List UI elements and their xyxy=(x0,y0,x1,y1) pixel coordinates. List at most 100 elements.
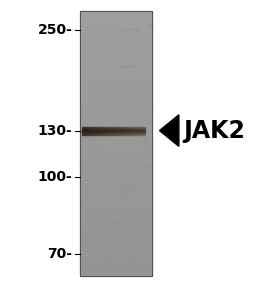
Bar xyxy=(80,232,152,233)
Bar xyxy=(80,93,152,95)
Bar xyxy=(119,127,120,135)
Bar xyxy=(126,80,130,82)
Bar xyxy=(80,106,152,108)
Bar xyxy=(82,129,145,130)
Bar xyxy=(118,41,134,43)
Bar xyxy=(80,79,152,80)
Bar xyxy=(80,67,152,68)
Bar xyxy=(80,257,152,258)
Bar xyxy=(142,127,143,135)
Text: 100-: 100- xyxy=(38,170,72,183)
Bar xyxy=(80,158,152,159)
Bar xyxy=(147,96,150,97)
Bar xyxy=(80,236,152,237)
Text: 130-: 130- xyxy=(38,124,72,137)
Bar xyxy=(80,64,152,66)
Bar xyxy=(80,18,152,20)
Bar xyxy=(80,171,152,172)
Bar xyxy=(140,127,141,135)
Bar xyxy=(80,137,152,138)
Bar xyxy=(89,127,90,135)
Bar xyxy=(118,127,119,135)
Bar xyxy=(80,265,152,266)
Bar xyxy=(80,261,152,262)
Bar xyxy=(95,127,96,135)
Bar xyxy=(80,244,152,245)
Bar xyxy=(80,88,152,89)
Bar xyxy=(80,254,152,256)
Bar xyxy=(80,115,152,116)
Bar xyxy=(80,270,152,272)
Bar xyxy=(103,127,104,135)
Bar xyxy=(82,133,145,134)
Bar xyxy=(148,24,152,26)
Bar xyxy=(115,56,122,58)
Bar xyxy=(139,127,140,135)
Bar xyxy=(81,137,95,139)
Bar xyxy=(80,155,152,157)
Bar xyxy=(80,170,152,171)
Bar xyxy=(80,135,152,137)
Bar xyxy=(80,208,152,210)
Bar xyxy=(136,86,141,88)
Bar xyxy=(131,246,148,247)
Bar xyxy=(80,150,152,152)
Bar xyxy=(80,92,152,93)
Bar xyxy=(134,127,135,135)
Bar xyxy=(80,195,152,196)
Bar xyxy=(80,29,152,30)
Bar xyxy=(80,120,152,121)
Bar xyxy=(80,72,152,73)
Bar xyxy=(80,240,152,241)
Bar xyxy=(80,192,152,194)
Bar xyxy=(121,29,140,30)
Bar xyxy=(80,243,152,244)
Bar xyxy=(128,127,129,135)
Bar xyxy=(80,258,152,260)
Bar xyxy=(80,224,152,225)
Bar xyxy=(80,40,152,42)
Text: 70-: 70- xyxy=(48,247,72,261)
Bar xyxy=(99,127,100,135)
Bar xyxy=(98,127,99,135)
Bar xyxy=(144,239,152,241)
Bar xyxy=(80,182,152,183)
Bar xyxy=(91,127,92,135)
Bar xyxy=(80,50,152,51)
Bar xyxy=(80,219,152,220)
Bar xyxy=(127,127,128,135)
Bar xyxy=(80,207,152,208)
Bar xyxy=(141,127,142,135)
Bar xyxy=(80,138,152,139)
Bar xyxy=(80,125,152,126)
Bar xyxy=(80,161,152,162)
Bar xyxy=(80,249,152,251)
Bar xyxy=(80,211,152,212)
Bar xyxy=(80,214,152,215)
Bar xyxy=(138,122,145,124)
Bar xyxy=(129,127,130,135)
Bar xyxy=(114,127,115,135)
Bar xyxy=(80,112,152,113)
Bar xyxy=(105,127,106,135)
Bar xyxy=(80,124,152,125)
Bar xyxy=(125,119,141,120)
Bar xyxy=(106,256,114,258)
Bar xyxy=(111,127,112,135)
Bar xyxy=(80,269,152,270)
Bar xyxy=(80,33,152,34)
Bar xyxy=(120,127,121,135)
Bar xyxy=(80,39,152,40)
Bar xyxy=(80,55,152,56)
Bar xyxy=(80,38,152,39)
Bar xyxy=(136,28,139,30)
Bar xyxy=(146,151,148,153)
Bar xyxy=(139,164,152,166)
Bar xyxy=(136,263,139,264)
Bar xyxy=(80,190,152,191)
Bar xyxy=(122,250,139,251)
Bar xyxy=(80,97,152,99)
Bar xyxy=(80,34,152,35)
Bar xyxy=(80,215,152,216)
Bar xyxy=(80,187,152,188)
